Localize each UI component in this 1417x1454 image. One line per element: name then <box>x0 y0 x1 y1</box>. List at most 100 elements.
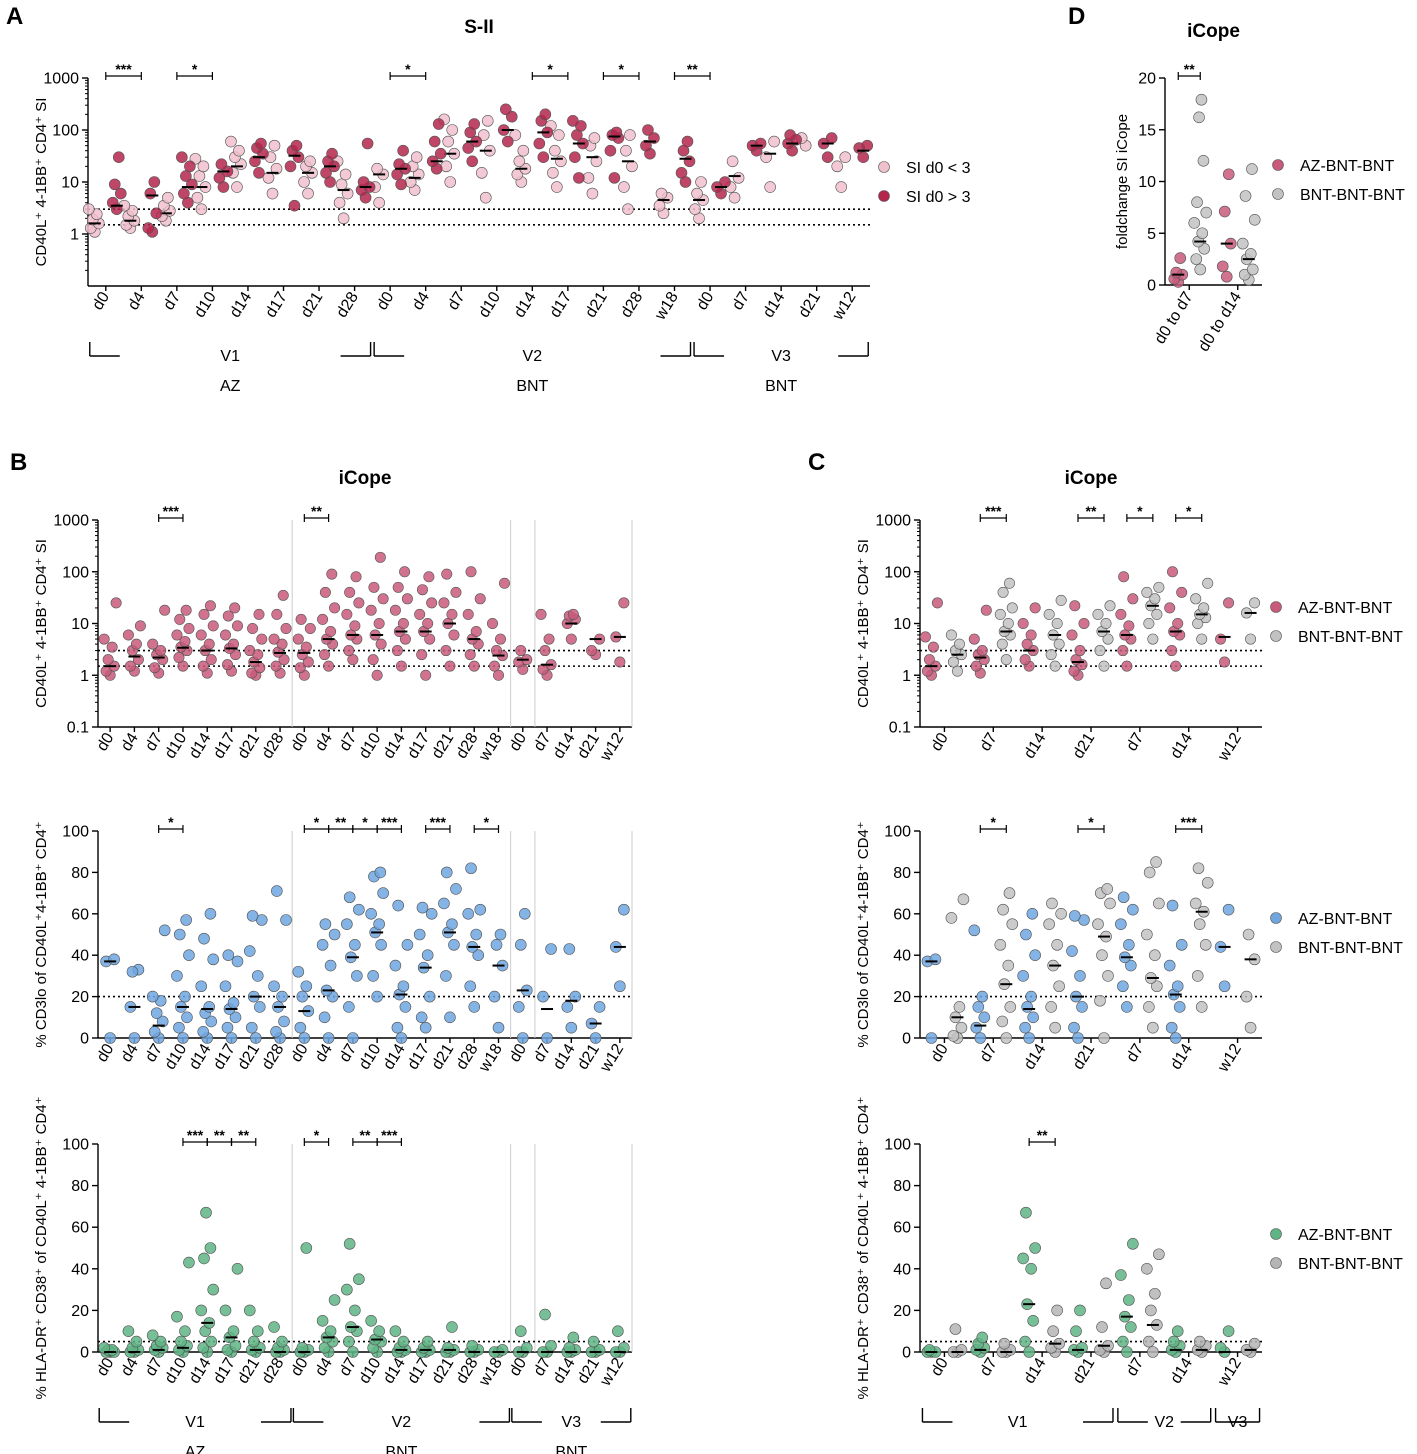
a-data-point <box>689 203 701 215</box>
c1-data-point <box>919 631 931 643</box>
b3-data-point <box>197 1342 210 1354</box>
c3-y-tick-label: 40 <box>893 1261 911 1278</box>
b3-x-tick-label: d0 <box>94 1355 118 1379</box>
c1-data-point <box>1104 600 1116 612</box>
b1-data-point <box>130 638 142 650</box>
c1-data-point <box>1141 586 1153 598</box>
c2-legend-label: AZ-BNT-BNT <box>1298 911 1392 928</box>
b1-data-point <box>317 613 329 625</box>
c3-legend-label: AZ-BNT-BNT <box>1298 1227 1392 1244</box>
b1-data-point <box>204 600 216 612</box>
c2-data-point <box>997 903 1009 916</box>
b2-data-point <box>541 1032 553 1044</box>
b3-x-tick-label: d0 <box>506 1355 530 1379</box>
c2-data-point <box>1046 897 1058 910</box>
b3-x-tick-label: d7 <box>142 1355 166 1379</box>
a-data-point <box>333 196 346 209</box>
d-x-tick-label: d0 to d14 <box>1195 289 1245 355</box>
b2-data-point <box>391 1021 404 1034</box>
c1-data-point <box>1223 597 1235 609</box>
a-x-tick-label: d0 <box>374 289 398 313</box>
c2-y-tick-label: 100 <box>884 824 911 841</box>
a-sig-label: * <box>618 61 624 77</box>
a-x-tick-label: d7 <box>445 289 469 313</box>
b2-x-tick-label: d7 <box>336 1041 360 1065</box>
d-data-point <box>1246 163 1258 175</box>
b1-y-tick-label: 1000 <box>53 513 89 530</box>
b3-data-point <box>353 1273 365 1285</box>
a-data-point <box>180 170 192 182</box>
a-data-point <box>337 212 350 225</box>
b3-data-point <box>421 1335 434 1348</box>
a-x-tick-label: d21 <box>298 289 327 321</box>
b3-data-point <box>154 1335 167 1348</box>
b3-sig-label: ** <box>214 1127 225 1143</box>
a-data-point <box>144 187 157 200</box>
b3-data-point <box>365 1315 377 1327</box>
b3-data-point <box>229 1339 242 1352</box>
c2-data-point <box>970 1021 983 1034</box>
b3-group-label: V2 <box>392 1414 412 1431</box>
b2-data-point <box>158 924 171 937</box>
a-y-label: CD40L⁺ 4-1BB⁺ CD4⁺ SI <box>33 98 50 267</box>
b2-data-point <box>205 1015 218 1028</box>
c2-y-tick-label: 20 <box>893 989 911 1006</box>
b3-x-tick-label: d28 <box>259 1355 288 1387</box>
b1-data-point <box>220 629 232 641</box>
b1-data-point <box>180 604 192 616</box>
a-x-tick-label: d14 <box>511 289 540 321</box>
b2-data-point <box>353 903 365 916</box>
c2-data-point <box>1003 887 1016 899</box>
b2-data-point <box>374 866 387 879</box>
b1-x-tick-label: d7 <box>531 730 555 754</box>
b1-data-point <box>614 656 626 668</box>
c2-sig-label: * <box>1088 814 1094 830</box>
c1-y-tick-label: 1 <box>902 668 911 685</box>
c1-data-point <box>1102 633 1114 645</box>
a-data-point <box>184 160 196 173</box>
c1-data-point <box>1170 660 1182 672</box>
c2-data-point <box>1163 959 1176 972</box>
c3-x-tick-label: d7 <box>977 1355 1001 1379</box>
a-data-point <box>861 139 874 152</box>
c2-data-point <box>1171 980 1184 993</box>
a-data-point <box>268 139 281 152</box>
b2-data-point <box>618 903 630 916</box>
d-data-point <box>1194 263 1207 276</box>
a-data-point <box>513 155 526 168</box>
c2-data-point <box>1000 1032 1013 1044</box>
a-data-point <box>82 203 95 215</box>
b1-x-tick-label: w12 <box>597 730 628 765</box>
b2-data-point <box>177 1032 189 1044</box>
a-x-tick-label: d10 <box>476 289 505 321</box>
b2-data-point <box>181 1011 193 1024</box>
b1-x-tick-label: d4 <box>118 730 142 754</box>
c3-data-point <box>1125 1321 1137 1333</box>
c3-y-tick-label: 20 <box>893 1303 911 1320</box>
c1-data-point <box>1196 633 1208 645</box>
b1-data-point <box>134 620 146 632</box>
c2-data-point <box>1029 949 1041 962</box>
a-data-point <box>640 139 652 152</box>
c1-data-point <box>951 665 963 677</box>
b2-data-point <box>440 866 453 879</box>
c3-data-point <box>1117 1335 1129 1348</box>
b1-data-point <box>344 586 356 598</box>
a-data-point <box>604 144 617 157</box>
a-data-point <box>590 155 603 168</box>
b1-data-point <box>365 604 377 616</box>
b1-data-point <box>618 597 630 609</box>
b1-data-point <box>207 620 219 632</box>
c1-legend-marker <box>1270 601 1282 613</box>
c1-data-point <box>1123 620 1135 632</box>
b2-data-point <box>389 959 402 972</box>
b2-data-point <box>225 1032 238 1044</box>
a-x-tick-label: d14 <box>227 289 256 321</box>
b2-x-tick-label: d14 <box>550 1041 579 1073</box>
d-legend-label: AZ-BNT-BNT <box>1300 158 1394 175</box>
b2-x-tick-label: d21 <box>429 1041 458 1073</box>
c3-y-tick-label: 80 <box>893 1178 911 1195</box>
a-data-point <box>509 129 522 141</box>
a-data-point <box>533 137 546 150</box>
c2-data-point <box>1045 1001 1057 1013</box>
